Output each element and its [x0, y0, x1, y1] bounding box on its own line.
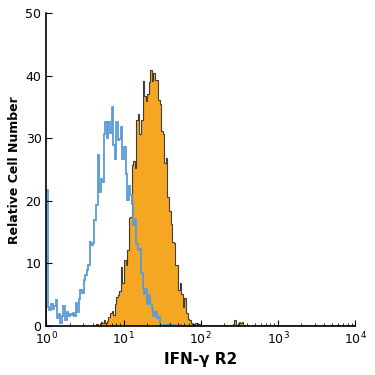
- Y-axis label: Relative Cell Number: Relative Cell Number: [8, 96, 21, 243]
- X-axis label: IFN-γ R2: IFN-γ R2: [164, 352, 237, 367]
